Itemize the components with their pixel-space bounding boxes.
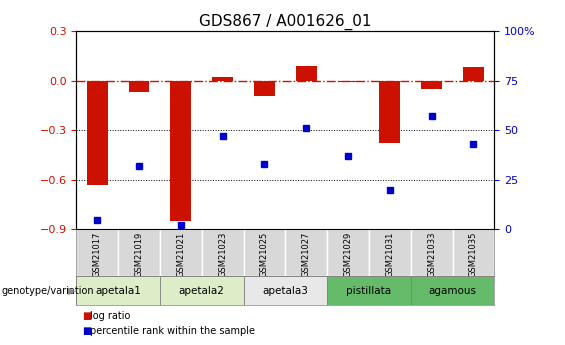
- Text: ■: ■: [82, 326, 91, 336]
- Text: GSM21019: GSM21019: [134, 232, 144, 277]
- Bar: [296, 66, 316, 81]
- Bar: [411, 229, 453, 276]
- Bar: [327, 229, 369, 276]
- Bar: [254, 81, 275, 96]
- Bar: [87, 81, 107, 185]
- Bar: [118, 229, 160, 276]
- Text: pistillata: pistillata: [346, 286, 392, 296]
- Bar: [129, 81, 149, 92]
- Text: apetala3: apetala3: [262, 286, 308, 296]
- Bar: [453, 229, 494, 276]
- Text: GSM21021: GSM21021: [176, 232, 185, 277]
- Text: ▶: ▶: [68, 286, 75, 296]
- Bar: [421, 81, 442, 89]
- Text: GSM21023: GSM21023: [218, 232, 227, 277]
- Bar: [212, 77, 233, 81]
- Text: GSM21033: GSM21033: [427, 232, 436, 277]
- Text: GSM21027: GSM21027: [302, 232, 311, 277]
- Bar: [244, 276, 327, 305]
- Title: GDS867 / A001626_01: GDS867 / A001626_01: [199, 13, 372, 30]
- Bar: [160, 229, 202, 276]
- Text: log ratio: log ratio: [90, 311, 131, 321]
- Text: GSM21017: GSM21017: [93, 232, 102, 277]
- Bar: [285, 229, 327, 276]
- Text: ■: ■: [82, 311, 91, 321]
- Bar: [463, 67, 484, 81]
- Bar: [244, 229, 285, 276]
- Bar: [202, 229, 244, 276]
- Text: genotype/variation: genotype/variation: [1, 286, 94, 296]
- Text: GSM21031: GSM21031: [385, 232, 394, 277]
- Text: percentile rank within the sample: percentile rank within the sample: [90, 326, 255, 336]
- Bar: [411, 276, 494, 305]
- Text: apetala2: apetala2: [179, 286, 225, 296]
- Bar: [327, 276, 411, 305]
- Bar: [76, 276, 160, 305]
- Text: GSM21025: GSM21025: [260, 232, 269, 277]
- Bar: [76, 229, 118, 276]
- Text: apetala1: apetala1: [95, 286, 141, 296]
- Bar: [160, 276, 244, 305]
- Bar: [369, 229, 411, 276]
- Text: GSM21029: GSM21029: [344, 232, 353, 277]
- Bar: [380, 81, 400, 144]
- Bar: [338, 81, 359, 82]
- Text: agamous: agamous: [429, 286, 476, 296]
- Text: GSM21035: GSM21035: [469, 232, 478, 277]
- Bar: [171, 81, 191, 221]
